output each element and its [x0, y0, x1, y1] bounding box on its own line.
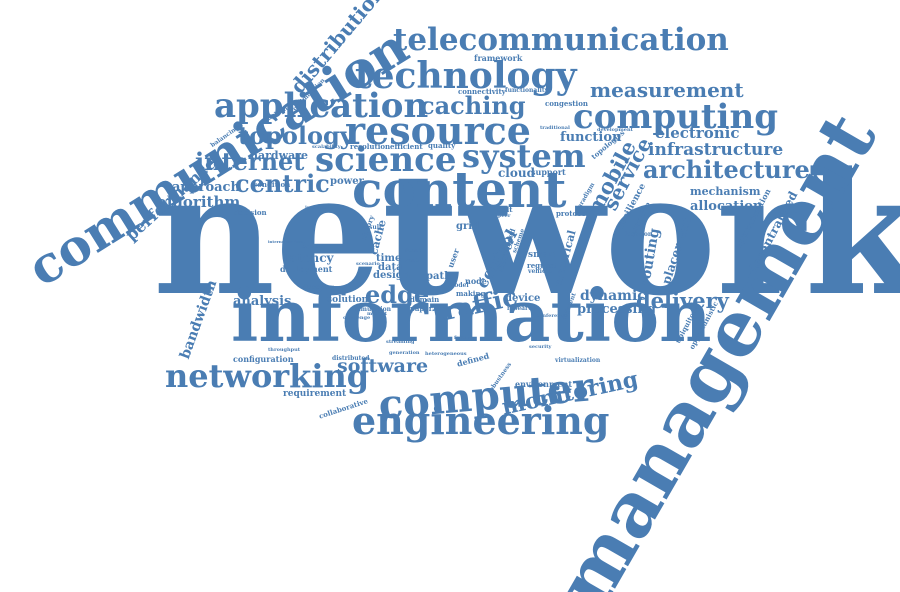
- word-congestion: congestion: [545, 99, 588, 108]
- word-application: application: [214, 86, 429, 126]
- word-vehicle: vehicle: [528, 268, 552, 275]
- word-science: science: [315, 140, 457, 180]
- word-domain: domain: [410, 295, 440, 304]
- word-resource: resource: [345, 108, 531, 153]
- word-quality: quality: [428, 141, 456, 150]
- word-allocation: allocation: [690, 199, 763, 214]
- word-design: design: [373, 270, 411, 281]
- word-latency: latency: [285, 251, 334, 265]
- word-centric: centric: [235, 169, 330, 198]
- word-computing: computing: [573, 97, 778, 137]
- word-connectivity: connectivity: [458, 87, 506, 96]
- word-content: content: [352, 160, 567, 219]
- word-environment: environment: [515, 379, 573, 389]
- word-framework: framework: [474, 53, 523, 63]
- word-location: location: [625, 231, 653, 238]
- word-virtualization: virtualization: [555, 357, 601, 364]
- word-smart: smart: [528, 250, 558, 260]
- word-condition: condition: [253, 180, 291, 189]
- word-scalability: scalability: [312, 144, 341, 150]
- word-architecture: architecture: [643, 155, 810, 184]
- word-fault: fault: [494, 205, 513, 214]
- word-requirement: requirement: [283, 389, 347, 399]
- word-power: power: [330, 176, 364, 187]
- word-analysis: analysis: [233, 294, 292, 309]
- word-scenario: scenario: [356, 261, 380, 267]
- word-instance: instance: [305, 205, 329, 211]
- word-state: state: [405, 247, 422, 254]
- word-mechanism: mechanism: [690, 185, 761, 198]
- word-information: information: [231, 273, 712, 358]
- word-solution: solution: [327, 295, 369, 305]
- word-rate: rate: [405, 257, 419, 264]
- word-generation: generation: [389, 350, 420, 356]
- word-electronic: electronic: [655, 124, 740, 142]
- word-internet: internet: [195, 147, 305, 176]
- word-networking: networking: [165, 357, 370, 395]
- word-measurement: measurement: [590, 78, 744, 102]
- word-result: result: [362, 224, 382, 231]
- word-path: path: [426, 271, 452, 282]
- word-discovery: discovery: [302, 284, 334, 291]
- word-software: software: [337, 355, 429, 377]
- word-market: market: [367, 311, 388, 317]
- word-device: device: [505, 293, 541, 304]
- word-conference: conference: [536, 313, 568, 319]
- word-network: network: [153, 135, 900, 333]
- word-heterogeneous: heterogeneous: [425, 351, 467, 357]
- word-resolution: resolution: [350, 142, 391, 151]
- word-configuration: configuration: [233, 354, 294, 364]
- word-distributed: distributed: [332, 355, 370, 362]
- word-hardware: hardware: [250, 149, 309, 162]
- word-research: research: [507, 305, 537, 312]
- word-node: node: [465, 276, 487, 286]
- word-streaming: streaming: [386, 339, 415, 345]
- word-decision: decision: [234, 208, 267, 217]
- word-approach: approach: [172, 180, 240, 195]
- word-model: model: [448, 282, 469, 289]
- word-delivery: delivery: [636, 288, 729, 313]
- word-efficient: efficient: [390, 142, 423, 151]
- word-traditional: traditional: [540, 125, 570, 131]
- word-security: security: [529, 344, 552, 350]
- word-failure: failure: [454, 335, 473, 341]
- word-deployment: deployment: [280, 264, 333, 274]
- word-challenge: challenge: [343, 315, 371, 321]
- word-time: time: [376, 253, 402, 264]
- word-infrastructure: infrastructure: [648, 140, 784, 160]
- word-development: development: [597, 127, 633, 133]
- word-internetworking: internetworking: [268, 239, 305, 244]
- word-request: request: [527, 261, 557, 270]
- word-capacity: capacity: [302, 244, 326, 250]
- word-edge: edge: [365, 280, 430, 309]
- word-technology: technology: [355, 55, 577, 97]
- word-topology: topology: [238, 121, 354, 150]
- word-making: making: [456, 289, 486, 298]
- word-paper: paper: [410, 304, 433, 313]
- word-dynamic: dynamic: [580, 288, 646, 304]
- word-caching: caching: [420, 91, 526, 120]
- word-function: function: [560, 130, 622, 145]
- word-data: data: [378, 262, 403, 273]
- word-peer: peer: [498, 213, 511, 219]
- word-cloud: cloud: [498, 166, 535, 180]
- word-protocol: protocol: [556, 209, 589, 218]
- word-telecommunication: telecommunication: [393, 22, 729, 58]
- word-support: support: [531, 167, 566, 177]
- word-engineering: engineering: [352, 398, 610, 443]
- word-simulation: simulation: [355, 306, 391, 313]
- word-system: system: [462, 137, 586, 175]
- word-algorithm: algorithm: [157, 193, 241, 211]
- word-grid: grid: [456, 221, 480, 232]
- word-functionality: functionality: [505, 87, 549, 94]
- word-throughput: throughput: [268, 347, 301, 353]
- word-processing: processing: [577, 302, 656, 317]
